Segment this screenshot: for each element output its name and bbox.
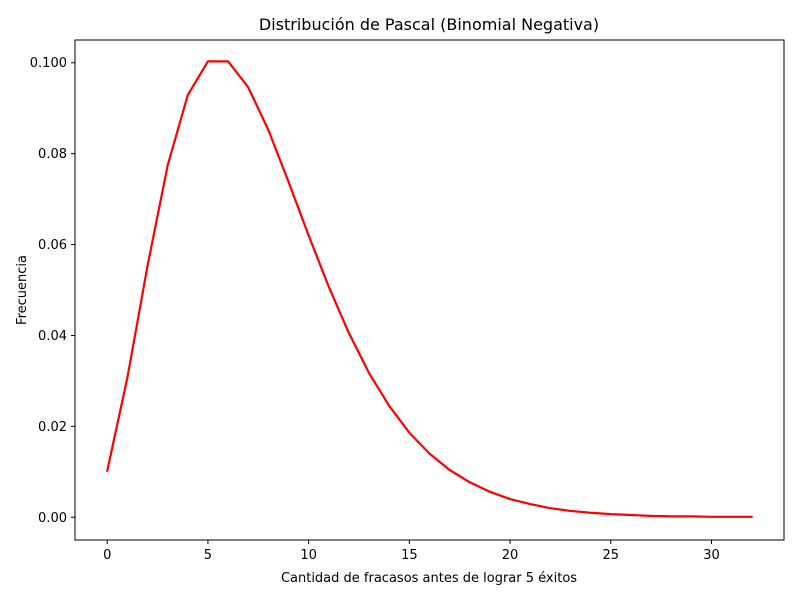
x-tick-label: 30	[703, 548, 720, 563]
x-tick-label: 0	[103, 548, 111, 563]
series-line-0	[106, 60, 753, 518]
x-tick-label: 25	[603, 548, 620, 563]
plot-frame	[74, 39, 785, 541]
chart-title: Distribución de Pascal (Binomial Negativ…	[259, 15, 599, 34]
y-tick-label: 0.00	[38, 511, 67, 526]
x-tick-label: 10	[300, 548, 317, 563]
y-tick-label: 0.08	[38, 147, 67, 162]
x-axis: 0 5 10 15 20 25 30	[103, 540, 720, 563]
y-tick-label: 0.100	[30, 56, 67, 71]
y-tick-label: 0.06	[38, 238, 67, 253]
x-tick-label: 15	[401, 548, 418, 563]
x-tick-label: 20	[502, 548, 519, 563]
y-axis: 0.00 0.02 0.04 0.06 0.08 0.100	[30, 56, 75, 526]
y-axis-label: Frecuencia	[15, 255, 30, 325]
plot-area	[106, 60, 753, 518]
x-tick-label: 5	[204, 548, 212, 563]
x-axis-label: Cantidad de fracasos antes de lograr 5 é…	[281, 571, 577, 586]
y-tick-label: 0.02	[38, 420, 67, 435]
y-tick-label: 0.04	[38, 329, 67, 344]
